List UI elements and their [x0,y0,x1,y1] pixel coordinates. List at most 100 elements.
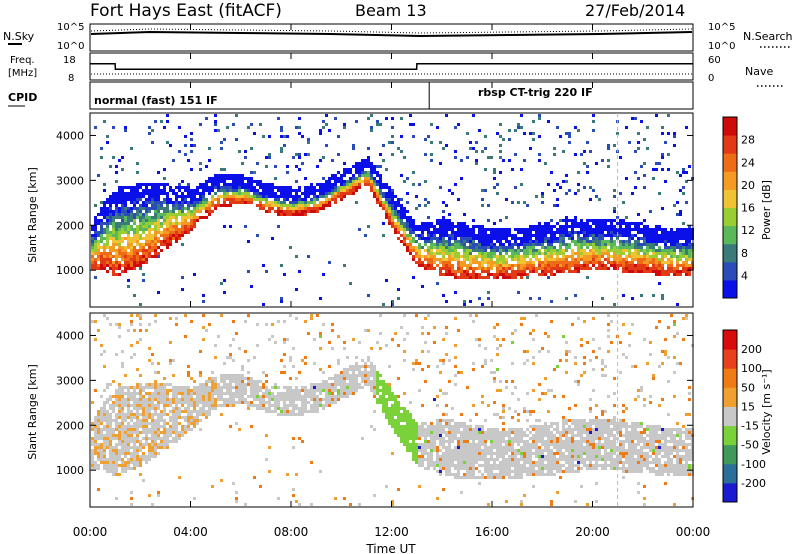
heatmap-cell [151,455,154,458]
heatmap-cell [487,273,490,276]
heatmap-cell [115,237,118,240]
heatmap-cell [229,374,232,377]
heatmap-cell [337,395,340,398]
heatmap-cell [610,225,613,228]
heatmap-cell [412,434,415,437]
heatmap-cell [622,201,625,204]
heatmap-cell [643,186,646,189]
heatmap-cell [652,249,655,252]
heatmap-cell [157,392,160,395]
colorbar-swatch [723,135,737,154]
heatmap-cell [508,246,511,249]
heatmap-cell [457,276,460,279]
heatmap-cell [136,422,139,425]
heatmap-cell [595,195,598,198]
heatmap-cell [274,198,277,201]
heatmap-cell [580,240,583,243]
heatmap-cell [475,258,478,261]
heatmap-cell [157,192,160,195]
heatmap-cell [271,201,274,204]
heatmap-cell [109,443,112,446]
heatmap-cell [418,243,421,246]
heatmap-cell [196,416,199,419]
heatmap-cell [325,392,328,395]
heatmap-cell [307,255,310,258]
heatmap-cell [349,380,352,383]
heatmap-cell [355,356,358,359]
heatmap-cell [238,392,241,395]
heatmap-cell [508,273,511,276]
heatmap-cell [604,243,607,246]
heatmap-cell [508,255,511,258]
heatmap-cell [166,404,169,407]
heatmap-cell [652,234,655,237]
heatmap-cell [253,389,256,392]
heatmap-cell [370,174,373,177]
heatmap-cell [430,425,433,428]
heatmap-cell [196,189,199,192]
heatmap-cell [430,422,433,425]
heatmap-cell [121,228,124,231]
heatmap-cell [112,156,115,159]
heatmap-cell [538,135,541,138]
heatmap-cell [109,249,112,252]
heatmap-cell [499,258,502,261]
heatmap-cell [130,344,133,347]
heatmap-cell [220,204,223,207]
heatmap-cell [124,219,127,222]
heatmap-cell [151,186,154,189]
heatmap-cell [277,407,280,410]
heatmap-cell [424,255,427,258]
heatmap-cell [391,410,394,413]
heatmap-cell [385,407,388,410]
heatmap-cell [142,431,145,434]
heatmap-cell [136,252,139,255]
heatmap-cell [169,383,172,386]
heatmap-cell [271,398,274,401]
heatmap-cell [136,216,139,219]
heatmap-cell [211,201,214,204]
heatmap-cell [385,201,388,204]
heatmap-cell [334,201,337,204]
heatmap-cell [628,249,631,252]
heatmap-cell [112,446,115,449]
heatmap-cell [310,410,313,413]
heatmap-cell [469,237,472,240]
heatmap-cell [235,383,238,386]
heatmap-cell [145,413,148,416]
heatmap-cell [175,317,178,320]
heatmap-cell [265,156,268,159]
heatmap-cell [376,174,379,177]
heatmap-cell [547,258,550,261]
heatmap-cell [301,389,304,392]
heatmap-cell [277,386,280,389]
heatmap-cell [601,264,604,267]
heatmap-cell [316,204,319,207]
heatmap-cell [127,395,130,398]
heatmap-cell [445,252,448,255]
heatmap-cell [136,225,139,228]
heatmap-cell [100,237,103,240]
heatmap-cell [568,219,571,222]
heatmap-cell [655,237,658,240]
heatmap-cell [223,383,226,386]
heatmap-cell [604,234,607,237]
heatmap-cell [316,207,319,210]
heatmap-cell [322,383,325,386]
heatmap-cell [547,252,550,255]
heatmap-cell [301,135,304,138]
colorbar-swatch [723,261,737,281]
heatmap-cell [106,464,109,467]
heatmap-cell [235,422,238,425]
heatmap-cell [157,228,160,231]
heatmap-cell [553,147,556,150]
heatmap-cell [241,374,244,377]
heatmap-cell [655,114,658,117]
heatmap-cell [307,141,310,144]
heatmap-cell [103,467,106,470]
heatmap-cell [103,419,106,422]
heatmap-cell [664,249,667,252]
heatmap-cell [412,425,415,428]
heatmap-cell [304,204,307,207]
heatmap-cell [403,419,406,422]
